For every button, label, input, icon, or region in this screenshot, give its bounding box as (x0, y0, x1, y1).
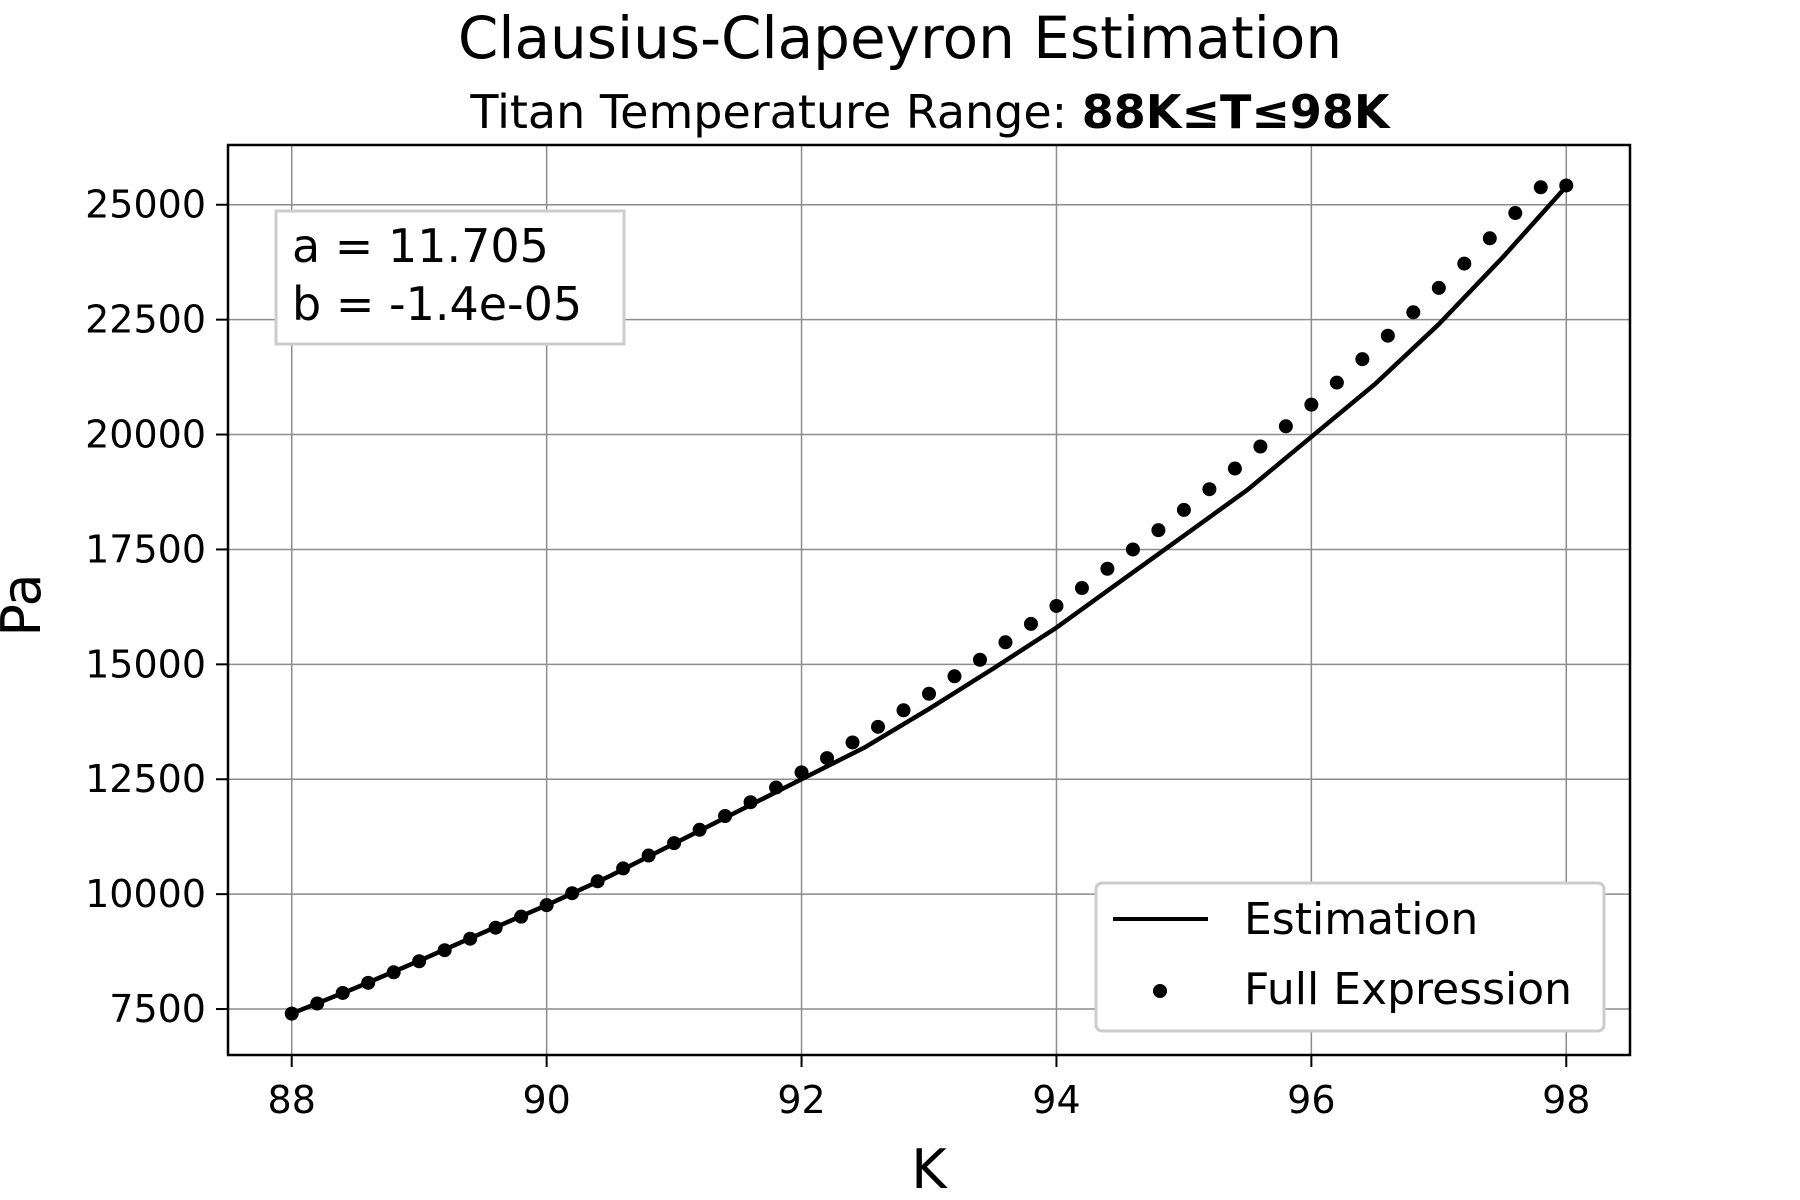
full-expression-point (1533, 180, 1548, 195)
grid (228, 145, 1630, 1055)
x-axis-label: K (911, 1138, 948, 1200)
full-expression-point (718, 809, 733, 824)
full-expression-point (1049, 598, 1064, 613)
y-tick-label: 10000 (85, 872, 206, 916)
full-expression-point (361, 975, 376, 990)
series-layer (284, 178, 1574, 1021)
full-expression-point (539, 898, 554, 913)
full-expression-point (1304, 397, 1319, 412)
full-expression-point (1176, 502, 1191, 517)
y-tick-label: 25000 (85, 183, 206, 227)
full-expression-point (998, 635, 1013, 650)
y-axis-label: Pa (0, 573, 53, 636)
full-expression-point (871, 719, 886, 734)
full-expression-point (1457, 256, 1472, 271)
x-tick-label: 98 (1542, 1078, 1590, 1122)
full-expression-point (1355, 352, 1370, 367)
x-tick-label: 94 (1032, 1078, 1080, 1122)
legend-dot-swatch (1153, 984, 1167, 998)
full-expression-point (1100, 561, 1115, 576)
full-expression-point (488, 920, 503, 935)
full-expression-point (590, 874, 605, 889)
legend-label-estimation: Estimation (1244, 894, 1478, 945)
x-tick-label: 96 (1287, 1078, 1335, 1122)
full-expression-point (1482, 231, 1497, 246)
full-expression-point (794, 765, 809, 780)
legend-label-full-expression: Full Expression (1244, 964, 1572, 1015)
full-expression-point (463, 931, 478, 946)
full-expression-point (641, 848, 656, 863)
full-expression-point (1559, 178, 1574, 193)
y-tick-label: 7500 (109, 987, 206, 1031)
full-expression-point (437, 943, 452, 958)
full-expression-point (922, 686, 936, 701)
chart-subtitle: Titan Temperature Range: 88K≤T≤98K (469, 85, 1392, 139)
tick-layer: 88 90 92 94 96 98 7500 10000 12500 15000 17500 2000… (85, 183, 1590, 1122)
x-tick-label: 88 (268, 1078, 316, 1122)
full-expression-point (1125, 542, 1140, 557)
subtitle-range: 88K≤T≤98K (1082, 85, 1392, 139)
full-expression-point (743, 795, 758, 810)
full-expression-point (1508, 206, 1523, 221)
x-tick-label: 92 (777, 1078, 825, 1122)
full-expression-point (1202, 482, 1217, 497)
full-expression-point (1227, 461, 1242, 476)
parameter-annotation: a = 11.705 b = -1.4e-05 (274, 209, 626, 346)
subtitle-prefix: Titan Temperature Range: (469, 85, 1081, 139)
full-expression-point (896, 703, 911, 718)
full-expression-point (310, 996, 325, 1011)
full-expression-point (820, 751, 835, 766)
y-tick-label: 15000 (85, 642, 206, 686)
full-expression-point (1023, 616, 1038, 631)
full-expression-point (769, 780, 784, 795)
full-expression-point (616, 861, 631, 876)
chart-title: Clausius-Clapeyron Estimation (458, 4, 1342, 72)
plot-frame (226, 143, 1632, 1057)
y-tick-label: 17500 (85, 527, 206, 571)
annotation-box (274, 209, 626, 346)
full-expression-point (1151, 523, 1166, 538)
full-expression-point (1329, 375, 1344, 390)
full-expression-point (1074, 581, 1089, 596)
x-tick-label: 90 (522, 1078, 570, 1122)
full-expression-point (1406, 305, 1421, 320)
full-expression-point (386, 965, 401, 980)
full-expression-point (1278, 419, 1293, 434)
full-expression-point (284, 1006, 299, 1021)
legend: Estimation Full Expression (1094, 881, 1606, 1033)
full-expression-point (947, 669, 962, 684)
annotation-line-b: b = -1.4e-05 (292, 277, 582, 331)
full-expression-point (692, 822, 707, 837)
full-expression-point (1380, 328, 1395, 343)
full-expression-point (412, 954, 427, 969)
full-expression-point (667, 836, 682, 851)
full-expression-point (565, 886, 580, 901)
annotation-line-a: a = 11.705 (292, 219, 549, 273)
full-expression-point (514, 909, 529, 924)
estimation-line (290, 184, 1568, 1016)
full-expression-point (845, 735, 860, 750)
y-tick-label: 22500 (85, 298, 206, 342)
full-expression-point (972, 652, 987, 667)
y-tick-label: 12500 (85, 757, 206, 801)
full-expression-point (335, 985, 350, 1000)
legend-box (1094, 881, 1606, 1033)
full-expression-point (1253, 439, 1268, 454)
full-expression-point (1431, 280, 1446, 295)
y-tick-label: 20000 (85, 413, 206, 457)
